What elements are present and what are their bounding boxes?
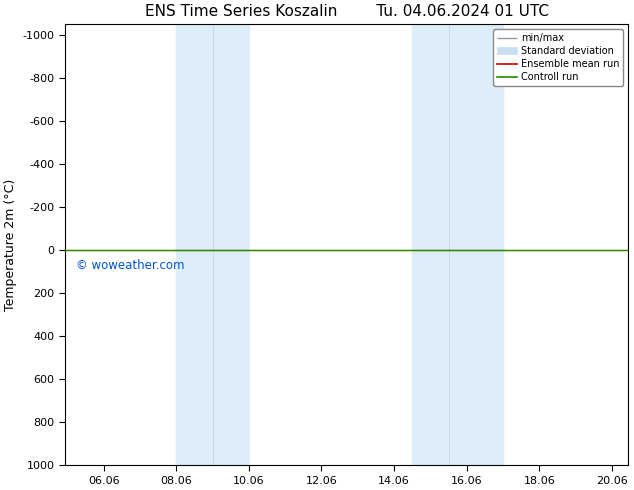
Bar [412,24,503,465]
Y-axis label: Temperature 2m (°C): Temperature 2m (°C) [4,179,17,311]
Title: ENS Time Series Koszalin        Tu. 04.06.2024 01 UTC: ENS Time Series Koszalin Tu. 04.06.2024 … [145,4,548,19]
Bar [176,24,249,465]
Legend: min/max, Standard deviation, Ensemble mean run, Controll run: min/max, Standard deviation, Ensemble me… [493,29,623,86]
Text: © woweather.com: © woweather.com [76,259,184,272]
